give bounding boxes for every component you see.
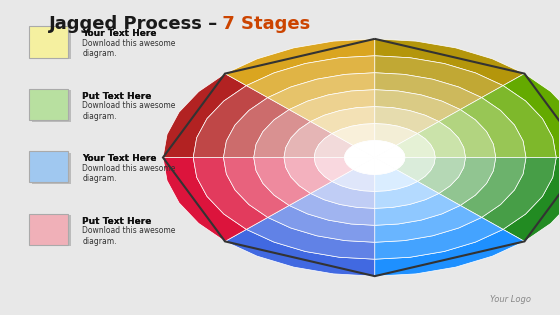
- Polygon shape: [289, 90, 375, 122]
- Polygon shape: [375, 146, 405, 158]
- Polygon shape: [375, 107, 439, 134]
- Text: Your Text Here: Your Text Here: [82, 154, 157, 163]
- Polygon shape: [332, 123, 375, 146]
- Text: Put Text Here: Put Text Here: [82, 217, 152, 226]
- Polygon shape: [284, 122, 332, 158]
- Polygon shape: [268, 73, 375, 110]
- Polygon shape: [314, 134, 353, 158]
- Polygon shape: [375, 39, 525, 86]
- Text: Put Text Here: Put Text Here: [82, 217, 152, 226]
- Polygon shape: [344, 146, 375, 158]
- Polygon shape: [246, 217, 375, 259]
- Polygon shape: [375, 90, 460, 122]
- Polygon shape: [332, 169, 375, 192]
- Polygon shape: [375, 193, 460, 225]
- FancyBboxPatch shape: [32, 215, 71, 246]
- Polygon shape: [375, 123, 418, 146]
- Polygon shape: [311, 107, 375, 134]
- Polygon shape: [375, 158, 405, 169]
- Polygon shape: [375, 181, 439, 208]
- Polygon shape: [225, 229, 375, 276]
- Polygon shape: [375, 73, 482, 110]
- Polygon shape: [482, 86, 556, 158]
- Polygon shape: [254, 110, 311, 158]
- Text: Download this awesome
diagram.: Download this awesome diagram.: [82, 101, 176, 121]
- Text: Download this awesome
diagram.: Download this awesome diagram.: [82, 39, 176, 58]
- Polygon shape: [375, 217, 503, 259]
- Polygon shape: [439, 110, 496, 158]
- Polygon shape: [284, 158, 332, 193]
- Polygon shape: [375, 56, 503, 98]
- Polygon shape: [163, 74, 246, 158]
- Polygon shape: [268, 205, 375, 242]
- Polygon shape: [225, 39, 375, 86]
- Polygon shape: [193, 86, 268, 158]
- Polygon shape: [396, 134, 435, 158]
- Polygon shape: [311, 181, 375, 208]
- Polygon shape: [353, 140, 375, 158]
- FancyBboxPatch shape: [32, 90, 71, 122]
- Polygon shape: [375, 229, 525, 276]
- FancyBboxPatch shape: [32, 28, 71, 59]
- Polygon shape: [375, 205, 482, 242]
- Polygon shape: [375, 169, 418, 192]
- Polygon shape: [482, 158, 556, 229]
- Text: Your Text Here: Your Text Here: [82, 30, 157, 38]
- Polygon shape: [163, 158, 246, 241]
- Polygon shape: [289, 193, 375, 225]
- Polygon shape: [503, 158, 560, 241]
- Polygon shape: [503, 74, 560, 158]
- Polygon shape: [246, 56, 375, 98]
- Polygon shape: [375, 140, 396, 158]
- Text: Your Text Here: Your Text Here: [82, 154, 157, 163]
- Text: Download this awesome
diagram.: Download this awesome diagram.: [82, 164, 176, 183]
- Polygon shape: [418, 158, 465, 193]
- Polygon shape: [460, 158, 526, 217]
- FancyBboxPatch shape: [32, 153, 71, 184]
- FancyBboxPatch shape: [29, 89, 68, 120]
- Polygon shape: [418, 122, 465, 158]
- Polygon shape: [344, 158, 375, 169]
- Polygon shape: [254, 158, 311, 205]
- FancyBboxPatch shape: [29, 214, 68, 245]
- Polygon shape: [314, 158, 353, 181]
- Text: 7 Stages: 7 Stages: [216, 15, 310, 33]
- Polygon shape: [223, 98, 289, 158]
- Polygon shape: [193, 158, 268, 229]
- Text: Your Logo: Your Logo: [490, 295, 531, 304]
- Polygon shape: [439, 158, 496, 205]
- Polygon shape: [396, 158, 435, 181]
- Polygon shape: [375, 158, 396, 175]
- Text: Put Text Here: Put Text Here: [82, 92, 152, 101]
- Polygon shape: [460, 98, 526, 158]
- Text: Jagged Process –: Jagged Process –: [49, 15, 218, 33]
- Text: Your Text Here: Your Text Here: [82, 30, 157, 38]
- FancyBboxPatch shape: [29, 26, 68, 58]
- Polygon shape: [353, 158, 375, 175]
- Polygon shape: [223, 158, 289, 217]
- Text: Put Text Here: Put Text Here: [82, 92, 152, 101]
- Text: Download this awesome
diagram.: Download this awesome diagram.: [82, 226, 176, 246]
- FancyBboxPatch shape: [29, 151, 68, 182]
